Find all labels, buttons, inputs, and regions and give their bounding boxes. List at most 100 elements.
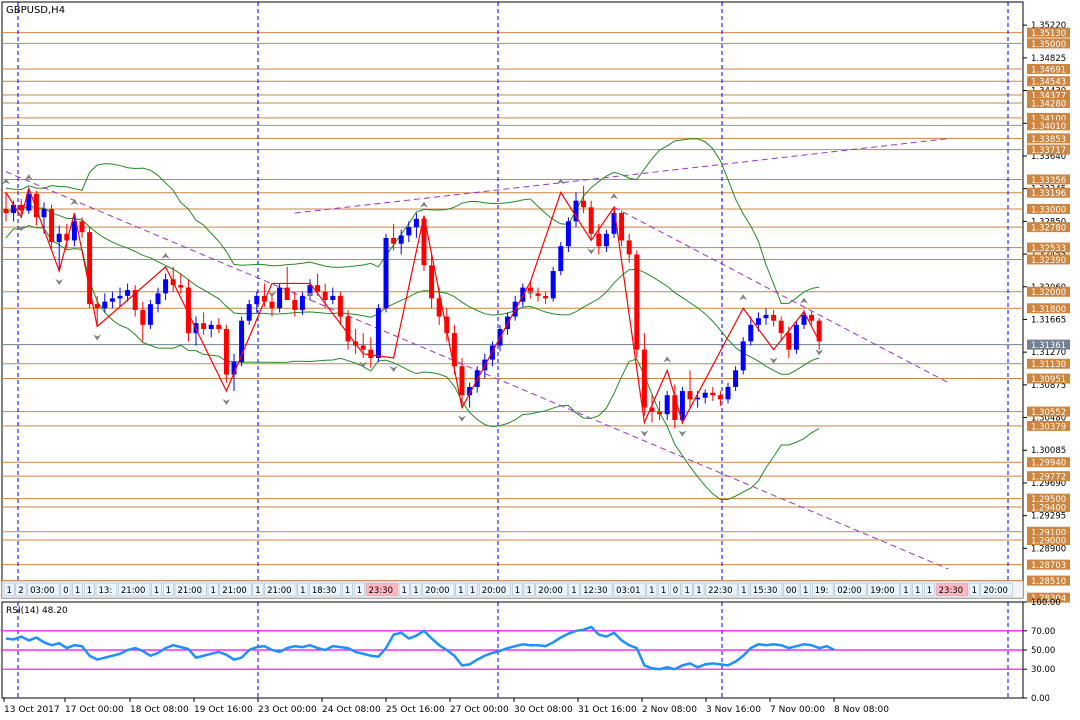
price-tick-label: 1.30085 — [1031, 446, 1066, 456]
strip-cell — [646, 582, 658, 597]
strip-cell — [264, 582, 297, 597]
time-tick-label: 8 Nov 08:00 — [834, 705, 889, 715]
candle-body — [87, 232, 93, 305]
level-price-label: 1.33356 — [1031, 176, 1066, 186]
price-tick-label: 1.30875 — [1031, 381, 1066, 391]
candle-body — [140, 309, 146, 325]
strip-cell-label: 1 — [211, 586, 216, 596]
strip-cell — [900, 582, 912, 597]
level-price-label: 1.34010 — [1031, 122, 1066, 132]
candle-body — [657, 411, 663, 415]
candle-body — [543, 295, 549, 299]
level-price-box — [1027, 187, 1070, 198]
strip-cell — [252, 582, 264, 597]
level-price-box — [1027, 133, 1070, 144]
candle-body — [292, 300, 298, 310]
candle-body — [733, 370, 739, 387]
strip-cell — [681, 582, 693, 597]
candle-body — [695, 397, 701, 400]
strip-cell — [365, 582, 398, 597]
level-price-box — [1027, 63, 1070, 74]
candle-body — [406, 227, 412, 236]
strip-cell — [162, 582, 174, 597]
fractal-down-arrow — [587, 248, 596, 255]
candle-body — [740, 341, 746, 371]
strip-cell-label: 20:00 — [425, 586, 450, 596]
strip-cell — [95, 582, 118, 597]
level-price-box — [1027, 373, 1070, 384]
strip-cell-label: 1 — [300, 586, 305, 596]
strip-cell-label: 1 — [515, 586, 520, 596]
level-price-label: 1.29400 — [1031, 503, 1066, 513]
level-price-box — [1027, 38, 1070, 49]
fractal-up-arrow — [610, 193, 618, 200]
candle-body — [717, 395, 723, 400]
strip-cell-label: 1 — [154, 586, 159, 596]
level-price-box — [1027, 89, 1070, 100]
strip-cell — [60, 582, 72, 597]
price-axis: 1.352201.348251.344301.340351.336401.332… — [1023, 21, 1070, 604]
price-tick-label: 1.31270 — [1031, 348, 1066, 358]
fractal-down-arrow — [815, 349, 824, 356]
price-tick-label: 1.28900 — [1031, 544, 1066, 554]
time-tick-label: 7 Nov 00:00 — [770, 705, 825, 715]
candle-body — [748, 324, 754, 342]
rsi-line — [5, 625, 835, 671]
strip-cell — [15, 582, 27, 597]
level-price-box — [1027, 575, 1070, 586]
candle-body — [269, 301, 275, 309]
fractal-up-arrow — [420, 201, 428, 208]
candle-body — [649, 407, 655, 412]
candle-body — [94, 304, 100, 309]
current-price-label: 1.31361 — [1031, 341, 1066, 351]
strip-cell-label: 1 — [87, 586, 92, 596]
price-tick-label: 1.30480 — [1031, 414, 1066, 424]
candle-body — [231, 362, 237, 375]
rsi-tick-label: 30.00 — [1031, 665, 1055, 675]
candle-body — [664, 395, 670, 415]
strip-cell-label: 1 — [413, 586, 418, 596]
candle-body — [360, 345, 366, 350]
strip-cell-label: 1 — [166, 586, 171, 596]
bar-time-strip[interactable]: 1 2 03:00 0 1 1 13: 21:00 1 1 21:00 1 21:00 1 21:00 1 18… — [1, 580, 1024, 599]
strip-cell-label: 22:30 — [708, 586, 733, 596]
price-tick-label: 1.29295 — [1031, 512, 1066, 522]
candle-body — [725, 386, 731, 400]
candle-body — [277, 287, 283, 309]
level-price-box — [1027, 592, 1070, 603]
strip-cell-label: 1 — [345, 586, 350, 596]
strip-cell-label: 1 — [685, 586, 690, 596]
rsi-tick-label: 0.00 — [1031, 694, 1050, 704]
fractal-down-arrow — [389, 365, 398, 372]
strip-cell — [812, 582, 834, 597]
candle-body — [596, 233, 602, 247]
fractal-arrows — [2, 174, 824, 437]
level-price-label: 1.29100 — [1031, 528, 1066, 538]
candle-body — [163, 279, 169, 294]
strip-cell — [118, 582, 151, 597]
rsi-pane[interactable]: RSI(14) 48.20 — [1, 601, 1024, 699]
strip-cell — [535, 582, 568, 597]
level-price-box — [1027, 97, 1070, 108]
strip-cell — [924, 582, 935, 597]
candle-body — [330, 295, 336, 300]
fractal-up-arrow — [24, 174, 33, 181]
main-chart-pane[interactable]: GBPUSD,H4 — [1, 1, 1024, 599]
level-price-box — [1027, 120, 1070, 131]
rsi-levels — [2, 630, 1023, 670]
candle-body — [398, 235, 404, 244]
candle-body — [710, 392, 716, 396]
level-price-label: 1.30552 — [1031, 408, 1066, 418]
strip-cell — [800, 582, 812, 597]
fractal-down-arrow — [17, 225, 26, 232]
rsi-vertical-markers — [17, 602, 1009, 698]
strip-cell-label: 1 — [903, 586, 908, 596]
price-tick-label: 1.33640 — [1031, 152, 1066, 162]
strip-cell — [353, 582, 365, 597]
strip-cell — [783, 582, 800, 597]
level-price-box — [1027, 358, 1070, 369]
candle-body — [368, 349, 374, 358]
candle-body — [239, 320, 245, 363]
level-price-label: 1.28510 — [1031, 577, 1066, 587]
